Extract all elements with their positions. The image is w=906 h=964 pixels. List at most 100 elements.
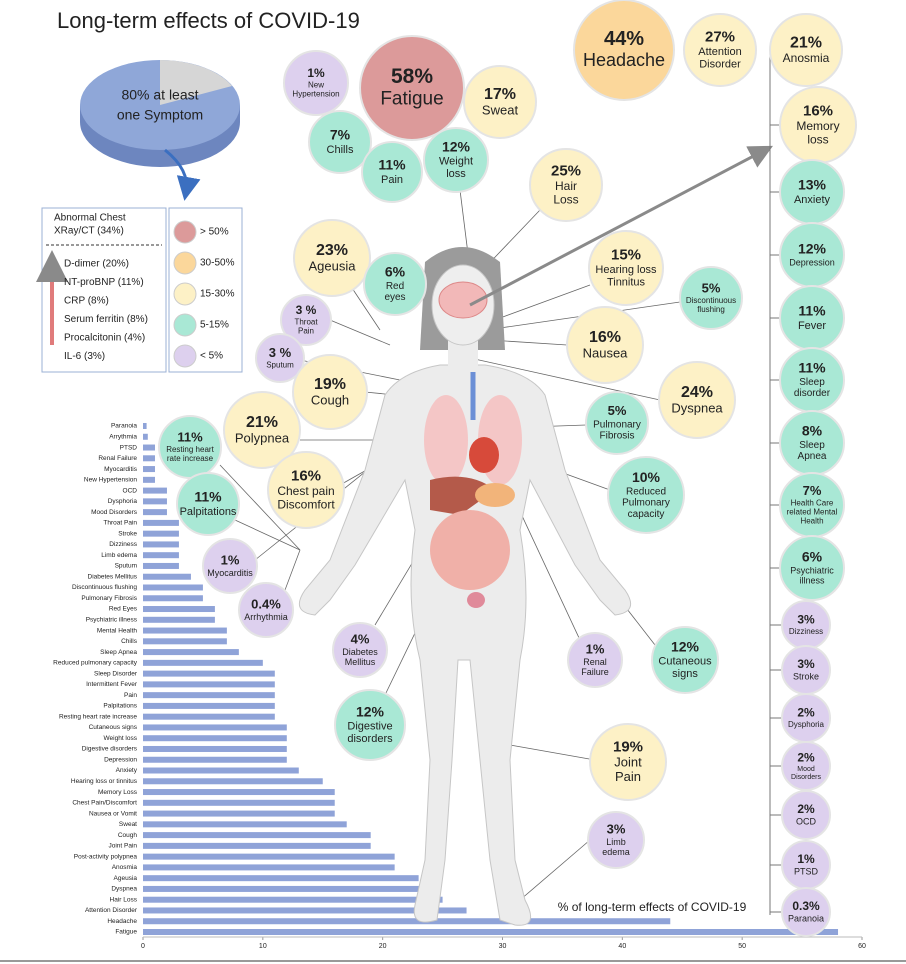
bubble-name: Weight [439,156,473,168]
y-tick-label: Hair Loss [110,896,138,903]
stomach [475,483,515,507]
bubble [176,472,240,536]
box-header: XRay/CT (34%) [54,226,124,237]
intestine [430,510,510,590]
bar [143,735,287,742]
bar [143,681,275,688]
biomarker: CRP (8%) [64,296,109,307]
pie-label: one Symptom [117,107,203,123]
bubble [683,13,757,87]
bubble-name: Joint [614,755,642,770]
bubble-value: 19% [314,376,346,393]
bubble-name: Psychiatric [790,565,834,575]
bubble [607,456,685,534]
legend-label: 5-15% [200,320,229,331]
bar [143,423,147,429]
y-tick-label: Dyspnea [111,886,137,893]
y-tick-label: Hearing loss or tinnitus [71,778,138,785]
bubble-name: Fatigue [380,89,443,110]
bubble-value: 7% [803,483,822,498]
bar [143,713,275,720]
y-tick-label: Digestive disorders [82,746,138,753]
y-tick-label: Cutaneous signs [89,724,138,731]
bubble [651,626,719,694]
y-tick-label: Weight loss [104,735,138,742]
legend-label: > 50% [200,227,229,238]
bubble [529,148,603,222]
bubble-name: signs [672,668,698,680]
bubble-name: Renal [583,657,607,667]
bubble-value: 24% [681,384,713,401]
bubble-name: Fever [798,320,826,332]
pie-label: 80% at least [121,87,198,103]
bar [143,509,167,516]
bubble-name: Diabetes [342,647,378,657]
y-tick-label: Pulmonary Fibrosis [81,595,137,602]
bar [143,433,148,440]
bubble [423,127,489,193]
bar [143,864,395,871]
y-tick-label: Stroke [118,530,137,537]
y-tick-label: Paranoia [111,423,137,430]
legend-label: 30-50% [200,258,235,269]
leader-line [234,519,301,551]
bubble-name: Cutaneous [658,656,712,668]
y-tick-label: Depression [104,756,137,763]
bubble-name: New [308,81,324,90]
y-tick-label: Renal Failure [98,455,137,462]
bubble-name: loss [446,168,466,180]
y-tick-label: Fatigue [115,929,137,936]
bubble [679,266,743,330]
bubble [267,451,345,529]
x-tick-label: 50 [738,943,746,950]
arrow [469,145,773,307]
bubble-name: Memory [796,119,839,133]
bubble-name: Red [386,281,404,292]
bubble-name: Sleep [799,440,825,451]
bubble-name: Myocarditis [207,568,253,578]
bubble-name: disorder [794,388,831,399]
bubble [658,361,736,439]
biomarker: Procalcitonin (4%) [64,333,145,344]
bubble-value: 2% [797,750,815,764]
legend-swatch [173,220,197,244]
bubble-name: Throat [294,318,318,327]
bubble [332,622,388,678]
y-tick-label: Limb edema [101,552,137,559]
bubble-name: Mellitus [345,657,376,667]
bar [143,616,215,623]
brain [438,281,488,319]
bubble-name: Headache [583,50,665,70]
bubble-value: 8% [802,423,823,439]
y-tick-label: Memory Loss [98,789,138,796]
biomarker-box [41,207,167,373]
bubble-value: 1% [586,641,605,656]
bubble [589,723,667,801]
x-tick-label: 30 [499,943,507,950]
bubble [334,689,406,761]
bubble-name: Disorder [699,59,741,71]
bubble-value: 12% [671,638,700,654]
bubble-name: OCD [796,816,817,826]
bubble-value: 21% [790,34,822,51]
y-tick-label: Reduced pulmonary capacity [53,660,138,667]
bubble-name: Fibrosis [599,431,634,442]
bubble-name: Failure [581,667,609,677]
bar [143,767,299,774]
bubble-name: Dizziness [789,627,823,636]
x-axis-label: % of long-term effects of COVID-19 [558,900,747,914]
bubble-name: Health [800,517,823,526]
bubble-name: loss [807,132,828,146]
bar [143,498,167,505]
bar [143,896,443,903]
bubble-value: 6% [802,549,823,565]
leader-line [469,357,661,401]
title: Long-term effects of COVID-19 [57,8,360,33]
y-tick-label: Sleep Apnea [100,649,137,656]
y-tick-label: Headache [107,918,137,925]
bubble [781,790,831,840]
bubble [202,538,258,594]
bubble-value: 11% [177,429,203,444]
bubble-value: 7% [330,127,351,143]
legend-label: 15-30% [200,289,235,300]
